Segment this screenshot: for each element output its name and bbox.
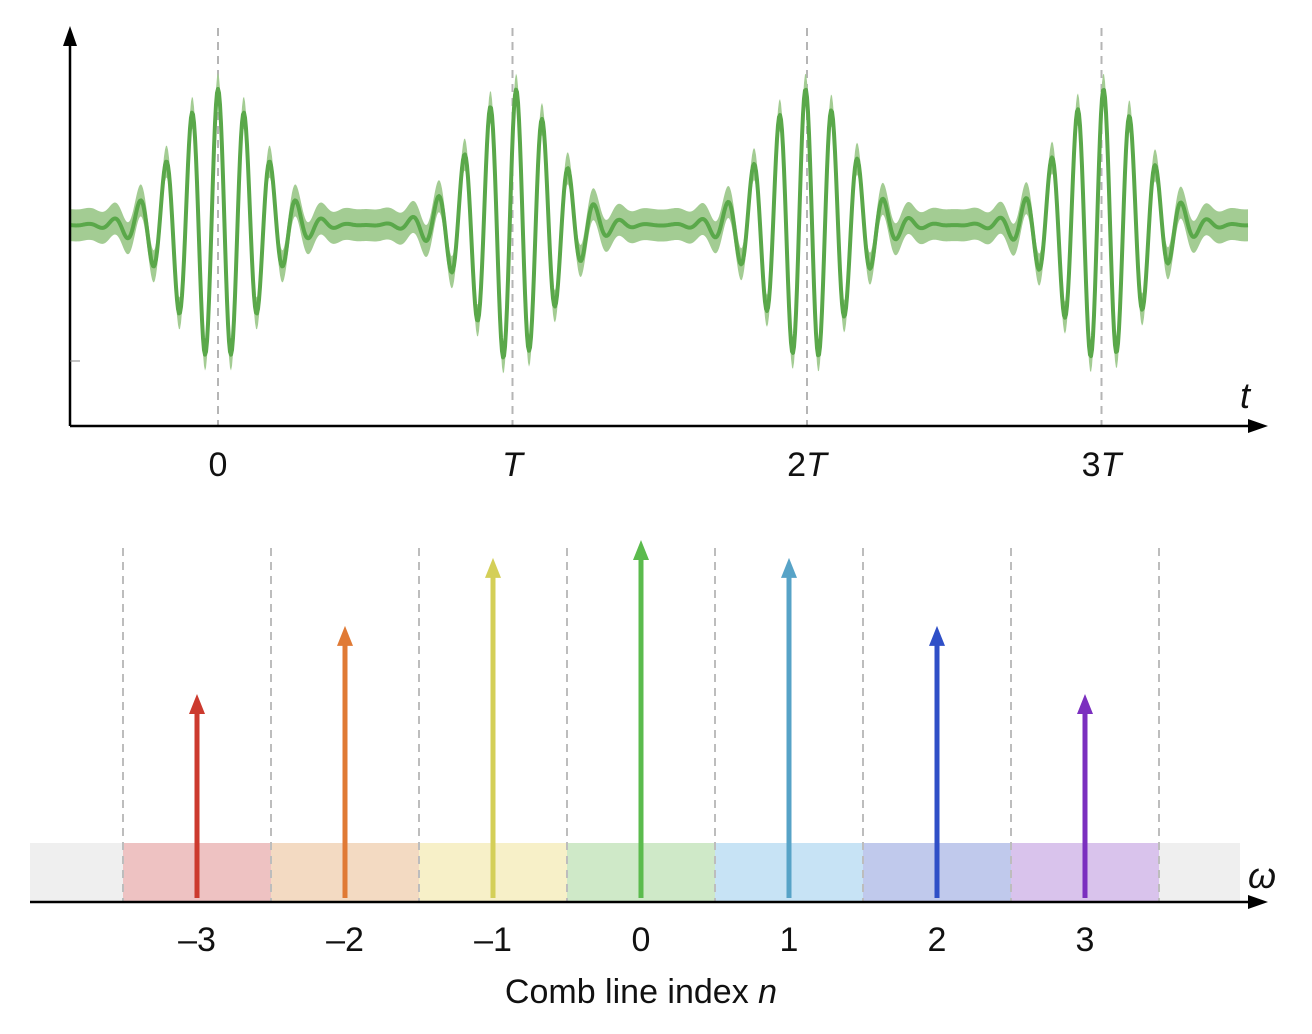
time-axis-label: t <box>1240 375 1252 416</box>
comb-index-label: 2 <box>928 921 947 959</box>
comb-index-tick-labels: –3 –2 –1 0 1 2 3 <box>178 921 1094 959</box>
pulse-period-gridlines <box>217 28 1103 426</box>
frequency-axis-label: ω <box>1248 855 1276 896</box>
time-domain-panel: t 0 T 2T 3T <box>63 26 1268 484</box>
comb-line-arrowhead <box>633 540 649 560</box>
comb-line-arrowhead <box>1077 693 1093 714</box>
time-tick-label: 2T <box>787 446 829 484</box>
comb-line-arrowhead <box>337 625 353 646</box>
frequency-axis-arrowhead <box>1248 895 1268 909</box>
comb-index-label: –1 <box>474 921 512 959</box>
comb-index-label: 1 <box>780 921 799 959</box>
comb-index-label: –3 <box>178 921 216 959</box>
time-tick-labels: 0 T 2T 3T <box>209 446 1124 484</box>
pulse-train <box>69 73 1249 374</box>
frequency-domain-panel: ω –3 –2 –1 0 1 2 3 Comb line index n <box>30 540 1276 1011</box>
time-tick-label: 0 <box>209 446 228 484</box>
time-y-axis-arrowhead <box>63 26 77 46</box>
comb-lines <box>189 540 1093 898</box>
time-tick-label: T <box>502 446 525 484</box>
comb-line-arrowhead <box>485 557 501 578</box>
comb-index-label: –2 <box>326 921 364 959</box>
pulse-uncertainty-band <box>70 73 1248 374</box>
comb-line-arrowhead <box>189 693 205 714</box>
pulse-train-line <box>69 87 1249 360</box>
comb-band-gridlines <box>122 548 1160 902</box>
comb-index-label: 0 <box>632 921 651 959</box>
comb-line-arrowhead <box>781 557 797 578</box>
time-tick-label: 3T <box>1082 446 1124 484</box>
comb-line-arrowhead <box>929 625 945 646</box>
time-x-axis-arrowhead <box>1248 419 1268 433</box>
frequency-x-axis-title: Comb line index n <box>505 973 777 1011</box>
comb-index-label: 3 <box>1076 921 1095 959</box>
